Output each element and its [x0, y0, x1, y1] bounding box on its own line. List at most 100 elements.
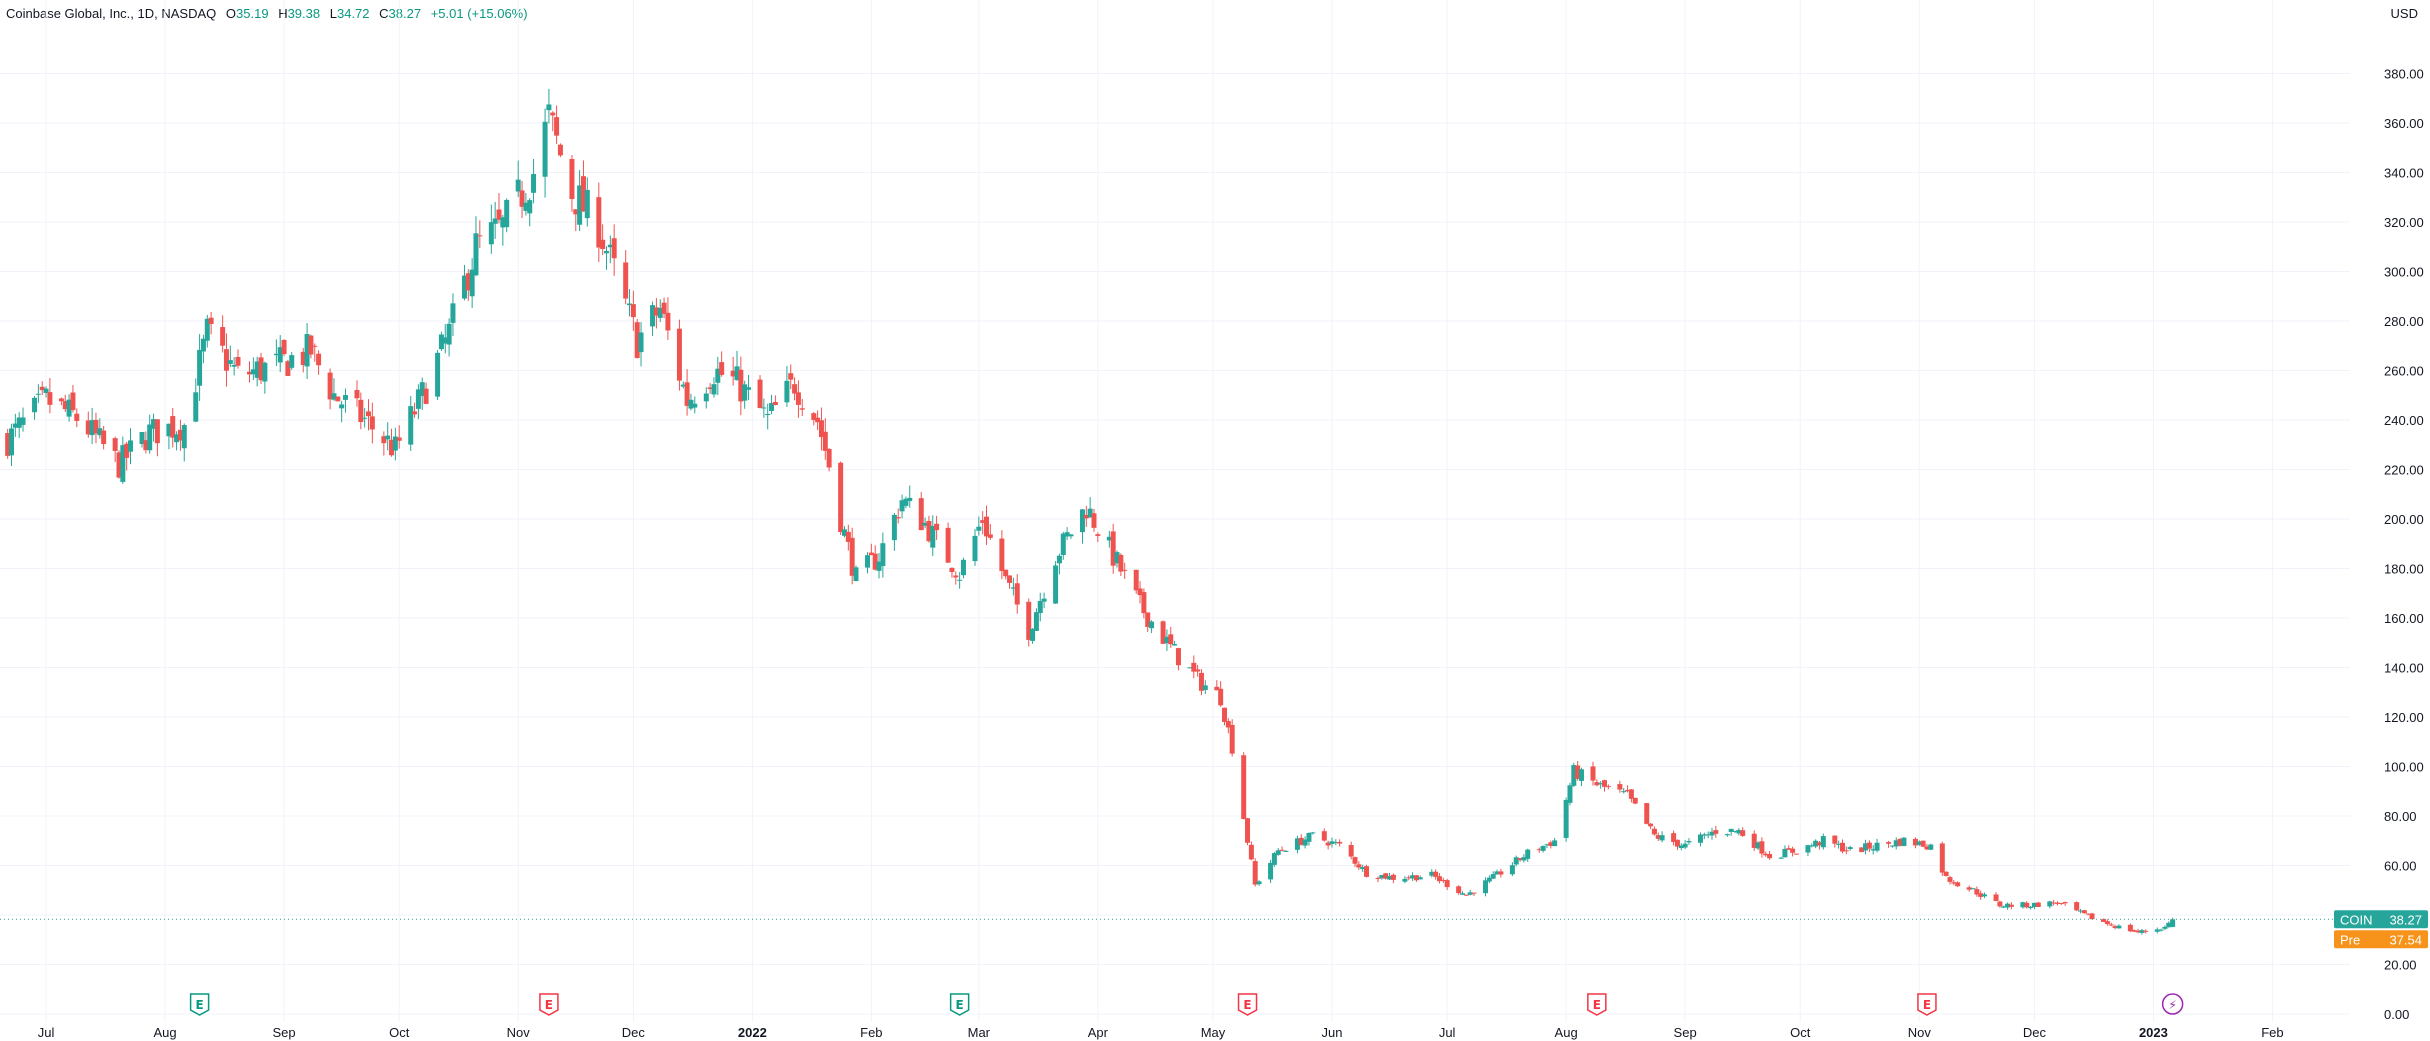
x-tick-label: Jun	[1321, 1025, 1342, 1040]
candle-body	[1521, 857, 1527, 861]
candle-body	[43, 388, 49, 393]
pre-market-tag-bg	[2334, 930, 2428, 949]
candle-body	[220, 327, 226, 346]
dividend-event-icon[interactable]: ⚡	[2161, 993, 2184, 1015]
candle-body	[2170, 919, 2176, 927]
candle-body	[922, 522, 928, 526]
candle-body	[634, 322, 640, 359]
candle-body	[289, 355, 295, 368]
chart-legend: Coinbase Global, Inc., 1D, NASDAQ O35.19…	[6, 6, 528, 21]
candle-body	[1329, 841, 1335, 844]
earnings-event-icon[interactable]: E	[189, 993, 210, 1016]
candle-body	[826, 448, 832, 468]
candle-body	[208, 317, 214, 324]
y-tick-label: 180.00	[2384, 562, 2424, 577]
event-markers: E E E E E E ⚡	[189, 993, 2184, 1016]
candle-body	[1268, 862, 1274, 880]
candle-body	[1494, 871, 1500, 875]
earnings-event-icon[interactable]: E	[539, 993, 559, 1016]
candle-body	[684, 382, 690, 406]
candle-body	[381, 436, 387, 444]
earnings-event-icon[interactable]: E	[949, 993, 970, 1016]
candle-body	[1175, 648, 1181, 666]
candle-body	[1778, 857, 1784, 859]
candle-body	[1402, 878, 1408, 882]
candle-body	[1870, 849, 1876, 851]
candle-body	[396, 437, 402, 441]
candle-body	[231, 364, 237, 367]
candle-body	[907, 497, 913, 502]
y-tick-label: 260.00	[2384, 364, 2424, 379]
candle-body	[1413, 875, 1419, 881]
candle-body	[1160, 621, 1166, 644]
candle-body	[2158, 929, 2164, 931]
candle-body	[984, 516, 990, 537]
candle-body	[895, 517, 901, 519]
candle-body	[603, 250, 609, 254]
event-label: E	[1243, 998, 1251, 1012]
candle-body	[66, 399, 72, 417]
event-badge	[189, 993, 210, 1016]
candle-body	[523, 202, 529, 211]
candle-body	[1651, 828, 1657, 835]
candle-body	[16, 417, 22, 428]
candle-body	[1816, 842, 1822, 846]
candle-body	[2074, 902, 2080, 911]
y-tick-label: 220.00	[2384, 463, 2424, 478]
candle-body	[2058, 903, 2064, 905]
x-tick-label: Nov	[1908, 1025, 1932, 1040]
candle-body	[2101, 919, 2107, 922]
candle-body	[1617, 784, 1623, 790]
last-price-tag-bg	[2334, 910, 2428, 929]
candle-body	[1605, 786, 1611, 788]
candle-body	[554, 117, 560, 136]
candle-body	[1218, 688, 1224, 706]
x-tick-label: Feb	[860, 1025, 882, 1040]
earnings-event-icon[interactable]: E	[1237, 993, 1258, 1016]
candle-body	[112, 438, 118, 451]
candle-body	[492, 218, 498, 224]
y-tick-label: 280.00	[2384, 314, 2424, 329]
candle-body	[488, 222, 494, 245]
earnings-event-icon[interactable]: E	[1917, 993, 1937, 1016]
candle-body	[154, 419, 160, 444]
x-tick-label: Jul	[1439, 1025, 1456, 1040]
x-tick-label: Apr	[1088, 1025, 1109, 1040]
candle-body	[676, 328, 682, 381]
candle-body	[1863, 843, 1869, 851]
candle-body	[366, 411, 372, 417]
candle-body	[2104, 921, 2110, 924]
x-tick-label: Sep	[272, 1025, 295, 1040]
x-tick-label: Feb	[2261, 1025, 2283, 1040]
candle-body	[600, 239, 606, 249]
candle-body	[765, 413, 771, 416]
candle-body	[1490, 874, 1496, 879]
candle-body	[607, 244, 613, 248]
candle-body	[1548, 842, 1554, 846]
candle-body	[1951, 882, 1957, 884]
candle-body	[423, 388, 429, 404]
candle-body	[799, 408, 805, 410]
candle-body	[327, 372, 333, 400]
y-tick-label: 20.00	[2384, 958, 2417, 973]
candle-body	[976, 526, 982, 531]
candle-body	[1813, 840, 1819, 847]
candle-body	[223, 349, 229, 371]
candle-body	[980, 520, 986, 523]
candle-body	[1901, 837, 1907, 847]
candle-body	[957, 579, 963, 581]
candle-body	[442, 337, 448, 344]
event-badge	[949, 993, 970, 1016]
candle-body	[1118, 554, 1124, 572]
event-label: E	[545, 998, 553, 1012]
candle-body	[1225, 721, 1231, 728]
x-tick-label: Sep	[1674, 1025, 1697, 1040]
candle-body	[926, 520, 932, 542]
candle-body	[408, 406, 414, 445]
candle-body	[868, 552, 874, 556]
candle-body	[362, 417, 368, 419]
earnings-event-icon[interactable]: E	[1587, 993, 1607, 1016]
candle-body	[899, 500, 905, 512]
candle-body	[1060, 533, 1066, 555]
